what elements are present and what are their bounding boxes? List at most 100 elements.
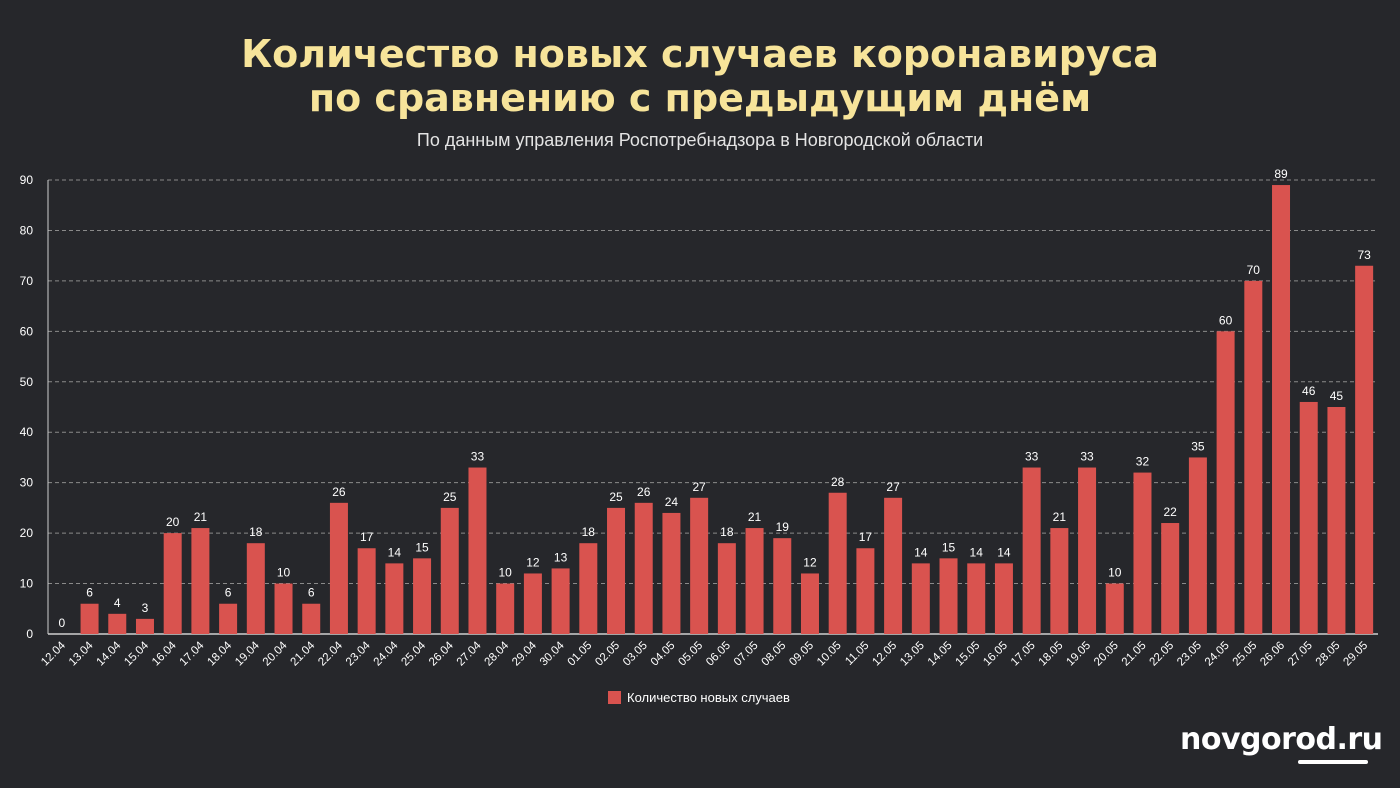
data-label: 14: [914, 545, 928, 559]
x-tick-label: 04.05: [649, 640, 678, 669]
data-label: 18: [249, 525, 263, 539]
bar: [1078, 467, 1097, 634]
x-tick-label: 08.05: [760, 640, 789, 669]
y-tick-label: 90: [20, 173, 34, 187]
bar: [994, 563, 1013, 634]
x-tick-label: 29.04: [510, 639, 539, 668]
x-tick-label: 19.04: [233, 639, 262, 668]
data-label: 12: [803, 555, 817, 569]
data-label: 14: [388, 545, 402, 559]
data-label: 35: [1191, 439, 1205, 453]
data-label: 27: [886, 480, 900, 494]
y-tick-label: 20: [20, 526, 34, 540]
x-tick-label: 21.04: [289, 639, 318, 668]
bar: [274, 583, 293, 634]
chart-subtitle: По данным управления Роспотребнадзора в …: [416, 130, 984, 150]
x-tick-label: 25.04: [399, 639, 428, 668]
y-tick-label: 50: [20, 375, 34, 389]
data-label: 15: [942, 540, 956, 554]
x-tick-label: 15.05: [954, 640, 983, 669]
data-label: 33: [471, 450, 485, 464]
bar: [717, 543, 736, 634]
data-label: 22: [1164, 505, 1178, 519]
x-tick-label: 26.06: [1258, 640, 1287, 669]
bar: [1050, 528, 1069, 634]
x-tick-label: 27.05: [1286, 640, 1315, 669]
data-label: 89: [1274, 167, 1288, 181]
legend-label: Количество новых случаев: [627, 690, 790, 705]
data-label: 73: [1357, 248, 1371, 262]
bar: [745, 528, 764, 634]
data-label: 27: [692, 480, 706, 494]
x-tick-label: 22.05: [1147, 640, 1176, 669]
data-label: 17: [859, 530, 873, 544]
data-label: 6: [86, 586, 93, 600]
bar: [1272, 185, 1291, 635]
x-tick-label: 24.04: [372, 639, 401, 668]
x-tick-label: 01.05: [566, 640, 595, 669]
data-label: 26: [637, 485, 651, 499]
data-label: 6: [308, 586, 315, 600]
bar: [329, 502, 348, 634]
bar: [607, 507, 626, 634]
bar: [496, 583, 515, 634]
x-tick-label: 15.04: [122, 639, 151, 668]
data-label: 4: [114, 596, 121, 610]
x-tick-label: 12.05: [870, 640, 899, 669]
x-tick-label: 06.05: [704, 640, 733, 669]
x-tick-label: 10.05: [815, 640, 844, 669]
chart-title: Количество новых случаев коронавируса по…: [0, 32, 1400, 120]
x-tick-label: 23.04: [344, 639, 373, 668]
bar: [690, 497, 709, 634]
data-label: 60: [1219, 313, 1233, 327]
data-label: 0: [59, 616, 66, 630]
data-label: 33: [1025, 450, 1039, 464]
bar: [1161, 523, 1180, 634]
x-tick-label: 16.05: [981, 640, 1010, 669]
data-label: 25: [609, 490, 623, 504]
bar: [662, 512, 681, 634]
x-tick-label: 23.05: [1175, 640, 1204, 669]
data-label: 21: [748, 510, 762, 524]
data-label: 24: [665, 495, 679, 509]
x-tick-label: 19.05: [1064, 640, 1093, 669]
x-tick-label: 13.05: [898, 640, 927, 669]
y-tick-label: 10: [20, 577, 34, 591]
bar: [939, 558, 958, 634]
bar: [1022, 467, 1041, 634]
chart-title-line2: по сравнению с предыдущим днём: [308, 76, 1092, 120]
data-label: 14: [970, 545, 984, 559]
bar: [1216, 331, 1235, 634]
x-tick-label: 17.04: [178, 639, 207, 668]
bar: [828, 492, 847, 634]
x-tick-label: 26.04: [427, 639, 456, 668]
data-label: 19: [776, 520, 790, 534]
x-tick-label: 17.05: [1009, 640, 1038, 669]
bar: [1299, 401, 1318, 634]
x-tick-label: 14.04: [95, 639, 124, 668]
x-tick-label: 16.04: [150, 639, 179, 668]
bar: [523, 573, 542, 634]
bar: [1327, 407, 1346, 634]
data-label: 25: [443, 490, 457, 504]
data-label: 21: [194, 510, 208, 524]
bar: [163, 533, 182, 634]
x-tick-label: 20.05: [1092, 640, 1121, 669]
bar: [579, 543, 598, 634]
data-label: 20: [166, 515, 180, 529]
x-tick-label: 02.05: [593, 640, 622, 669]
bar: [911, 563, 930, 634]
bar: [191, 528, 210, 634]
x-tick-label: 05.05: [676, 640, 705, 669]
data-label: 10: [499, 566, 513, 580]
x-tick-label: 09.05: [787, 640, 816, 669]
x-tick-label: 24.05: [1203, 640, 1232, 669]
data-label: 28: [831, 475, 845, 489]
data-label: 13: [554, 550, 568, 564]
data-label: 18: [720, 525, 734, 539]
x-tick-label: 18.04: [205, 639, 234, 668]
data-label: 21: [1053, 510, 1067, 524]
y-tick-label: 0: [26, 627, 33, 641]
chart-title-line1: Количество новых случаев коронавируса: [241, 32, 1159, 76]
